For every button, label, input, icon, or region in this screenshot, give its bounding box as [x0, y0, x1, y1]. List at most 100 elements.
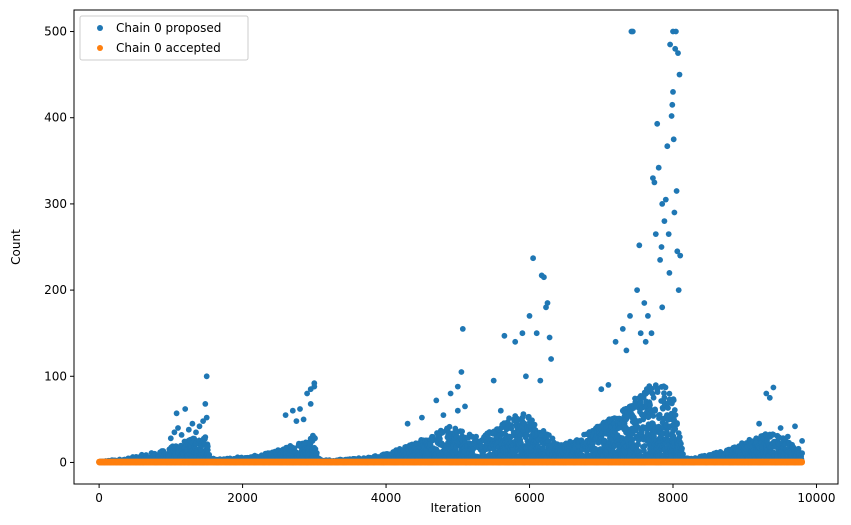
data-point-proposed — [657, 257, 663, 263]
data-point-proposed — [490, 377, 497, 384]
data-point-proposed — [433, 397, 440, 404]
data-point-proposed — [531, 421, 538, 428]
data-point-proposed — [672, 412, 679, 418]
data-point-proposed — [541, 274, 547, 281]
data-point-proposed — [655, 164, 662, 171]
data-point-proposed — [766, 394, 773, 401]
data-point-proposed — [792, 423, 798, 430]
data-point-proposed — [605, 382, 612, 388]
data-point-proposed — [501, 332, 508, 339]
data-point-proposed — [524, 432, 530, 439]
data-point-proposed — [446, 423, 453, 430]
data-point-proposed — [647, 402, 653, 408]
data-point-proposed — [659, 201, 666, 207]
data-point-proposed — [289, 407, 296, 414]
data-point-proposed — [770, 384, 777, 391]
data-point-proposed — [598, 386, 605, 393]
data-point-proposed — [672, 45, 679, 52]
data-point-proposed — [454, 407, 461, 414]
data-point-proposed — [662, 196, 669, 203]
data-point-proposed — [627, 313, 633, 319]
data-point-proposed — [650, 394, 657, 401]
data-point-proposed — [673, 28, 679, 35]
data-point-proposed — [512, 338, 519, 345]
data-point-proposed — [454, 383, 461, 390]
data-point-proposed — [419, 414, 425, 421]
data-point-proposed — [679, 445, 685, 452]
data-point-proposed — [619, 326, 626, 332]
data-point-proposed — [777, 425, 784, 431]
data-point-proposed — [652, 407, 658, 414]
data-point-proposed — [654, 120, 661, 127]
data-point-proposed — [670, 89, 676, 95]
data-point-proposed — [311, 383, 318, 390]
data-point-proposed — [612, 338, 619, 345]
data-point-proposed — [661, 394, 668, 401]
data-point-proposed — [519, 330, 526, 337]
data-point-proposed — [167, 435, 174, 442]
data-point-proposed — [675, 50, 681, 56]
data-point-proposed — [537, 377, 544, 384]
data-point-proposed — [756, 420, 762, 427]
data-point-proposed — [473, 433, 479, 440]
data-point-proposed — [675, 287, 682, 293]
data-point-proposed — [203, 373, 210, 380]
data-point-proposed — [669, 101, 676, 108]
data-point-proposed — [676, 71, 683, 78]
data-point-proposed — [680, 451, 686, 457]
data-point-proposed — [506, 415, 512, 422]
data-point-proposed — [676, 434, 683, 440]
data-point-proposed — [799, 438, 805, 444]
data-point-proposed — [672, 426, 679, 432]
data-point-proposed — [548, 356, 554, 362]
data-point-proposed — [652, 231, 659, 238]
data-point-proposed — [659, 304, 666, 311]
data-point-proposed — [437, 435, 443, 442]
data-point-proposed — [670, 397, 677, 404]
data-point-proposed — [514, 417, 520, 424]
data-point-proposed — [674, 248, 681, 255]
data-point-proposed — [671, 407, 678, 413]
data-point-proposed — [651, 179, 658, 186]
data-point-proposed — [661, 218, 668, 225]
data-point-proposed — [670, 433, 677, 440]
data-point-proposed — [530, 255, 536, 262]
data-point-proposed — [404, 420, 411, 427]
data-point-proposed — [654, 389, 661, 395]
data-point-proposed — [517, 432, 524, 439]
data-point-proposed — [763, 390, 770, 397]
data-point-proposed — [178, 432, 185, 438]
data-point-proposed — [662, 384, 669, 391]
data-point-proposed — [641, 300, 648, 306]
data-point-proposed — [533, 330, 540, 337]
plot-area — [96, 28, 805, 466]
data-point-proposed — [546, 334, 553, 341]
data-point-proposed — [667, 41, 673, 48]
data-point-proposed — [634, 287, 640, 293]
data-point-proposed — [193, 429, 199, 436]
data-point-proposed — [185, 426, 192, 433]
data-point-proposed — [497, 407, 504, 414]
data-point-proposed — [678, 440, 684, 447]
data-point-proposed — [671, 209, 678, 216]
data-point-proposed — [645, 414, 652, 421]
data-point-proposed — [203, 414, 210, 421]
data-point-proposed — [293, 418, 300, 424]
data-point-proposed — [636, 242, 643, 249]
data-point-proposed — [520, 411, 527, 417]
data-point-proposed — [784, 433, 791, 440]
data-point-proposed — [665, 231, 672, 238]
data-point-proposed — [674, 421, 680, 428]
data-point-proposed — [655, 423, 662, 430]
data-point-proposed — [666, 270, 673, 276]
data-point-proposed — [307, 401, 314, 407]
data-point-proposed — [529, 417, 535, 424]
data-point-proposed — [677, 252, 684, 259]
data-point-proposed — [312, 435, 318, 442]
data-point-proposed — [664, 143, 671, 150]
data-point-proposed — [668, 113, 675, 119]
series-accepted — [96, 458, 805, 466]
data-point-proposed — [629, 28, 636, 35]
data-point-proposed — [518, 440, 524, 446]
